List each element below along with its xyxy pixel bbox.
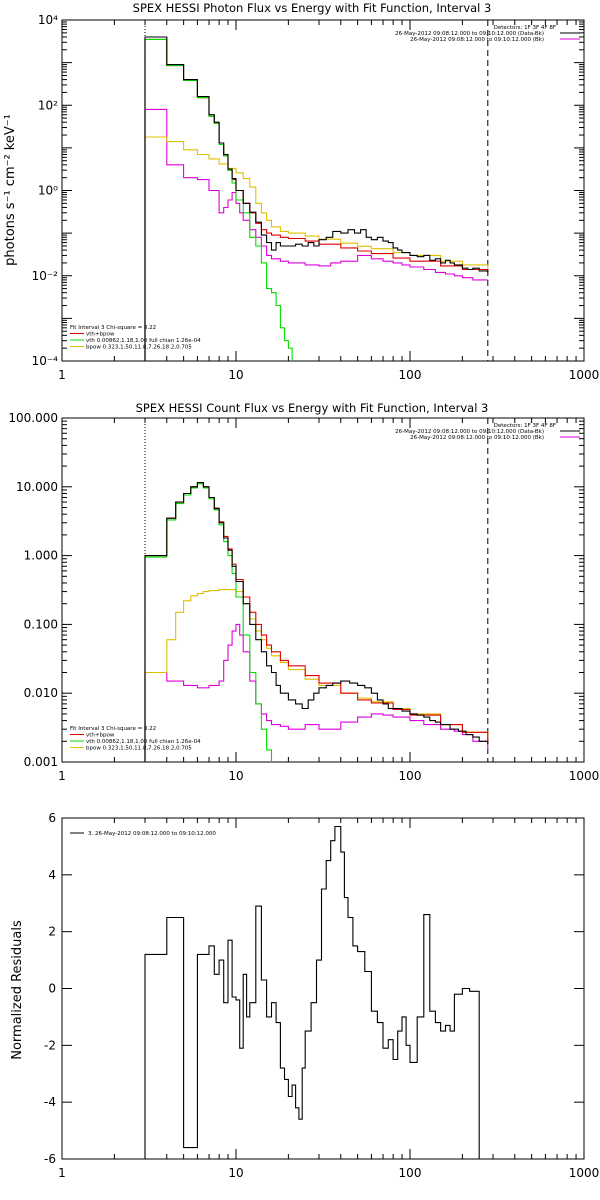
y-tick-label: 10⁻²: [32, 269, 59, 283]
x-tick-label: 1: [58, 769, 66, 783]
y-axis-label: photons s⁻¹ cm⁻² keV⁻¹: [3, 114, 18, 266]
legend-entry: 3. 26-May-2012 09:08:12.000 to 09:10:12.…: [88, 831, 216, 837]
series-data: [144, 825, 488, 1160]
legend-entry: bpow 0.323,1.50,11.8,7.26,18.2,0.705: [86, 746, 192, 752]
legend-bottom: Fit Interval 3 Chi-square = 8.22vth+bpow…: [70, 726, 201, 752]
legend-entry: Fit Interval 3 Chi-square = 8.22: [70, 726, 156, 732]
y-tick-labels: 10⁻⁴ 10⁻² 10⁰ 10² 10⁴: [32, 13, 59, 368]
x-tick-label: 1000: [569, 769, 600, 783]
y-tick-label: 0: [48, 982, 56, 996]
plot-area: [61, 418, 584, 763]
photon-flux-panel: SPEX HESSI Photon Flux vs Energy with Fi…: [3, 1, 599, 382]
plot-area: [61, 817, 584, 1160]
series-bpow: [144, 136, 489, 361]
x-tick-label: 100: [399, 769, 422, 783]
legend-entry: Fit Interval 3 Chi-square = 8.22: [70, 325, 156, 331]
legend-entry: vth+bpow: [86, 332, 115, 338]
x-tick-label: 100: [399, 1166, 422, 1180]
y-tick-label: -2: [44, 1038, 56, 1052]
y-tick-label: 10⁴: [38, 13, 58, 27]
legend-bottom: Fit Interval 3 Chi-square = 8.22vth+bpow…: [70, 325, 201, 351]
residuals-panel: Normalized Residuals -6 -4 -2 0 2 4 6 1 10 100 10…: [10, 811, 599, 1180]
x-tick-label: 10: [228, 1166, 243, 1180]
y-tick-label: 100.000: [8, 411, 58, 425]
y-tick-label: 2: [48, 925, 56, 939]
legend-entry: bpow 0.323,1.50,11.8,7.26,18.2,0.705: [86, 345, 192, 351]
legend-entry: vth+bpow: [86, 733, 115, 739]
y-tick-labels: -6 -4 -2 0 2 4 6: [44, 811, 56, 1166]
y-tick-label: 10⁻⁴: [32, 354, 59, 368]
legend-entry: Detectors: 1F 3F 4F 8F: [494, 423, 556, 429]
x-tick-label: 10: [228, 368, 243, 382]
legend-entry: 26-May-2012 09:08:12.000 to 09:10:12.000…: [395, 429, 544, 435]
y-tick-label: 1.000: [24, 549, 58, 563]
chart-title: SPEX HESSI Count Flux vs Energy with Fit…: [136, 401, 489, 415]
y-axis-label: Normalized Residuals: [10, 920, 25, 1060]
x-tick-label: 1000: [569, 1166, 600, 1180]
chart-title: SPEX HESSI Photon Flux vs Energy with Fi…: [133, 1, 492, 15]
series-bk: [144, 623, 489, 762]
legend-entry: 26-May-2012 09:08:12.000 to 09:10:12.000…: [410, 435, 544, 441]
legend-entry: vth 0.00862,1.18,1.00 full chian 1.26e-0…: [86, 338, 201, 344]
y-tick-label: 0.100: [24, 617, 58, 631]
plot-area: [61, 20, 584, 362]
series-data: [144, 36, 489, 361]
x-tick-label: 10: [228, 769, 243, 783]
series-total: [144, 482, 489, 762]
x-tick-label: 1000: [569, 368, 600, 382]
series-data: [144, 482, 489, 762]
series-vth: [144, 483, 273, 762]
series-vth: [144, 38, 293, 361]
x-tick-label: 1: [58, 368, 66, 382]
plot-frame: [61, 19, 585, 362]
plot-frame: [61, 817, 585, 1160]
x-tick-labels: 1 10 100 1000: [58, 368, 599, 382]
legend-entry: Detectors: 1F 3F 4F 8F: [494, 25, 556, 31]
legend-entry: vth 0.00862,1.18,1.00 full chian 1.26e-0…: [86, 739, 201, 745]
count-flux-panel: SPEX HESSI Count Flux vs Energy with Fit…: [8, 401, 599, 783]
x-tick-label: 100: [399, 368, 422, 382]
y-tick-label: 10²: [38, 98, 58, 112]
x-tick-labels: 1 10 100 1000: [58, 1166, 599, 1180]
legend-top: 3. 26-May-2012 09:08:12.000 to 09:10:12.…: [70, 831, 216, 837]
y-tick-label: -6: [44, 1152, 56, 1166]
y-tick-labels: 0.001 0.010 0.100 1.000 10.000 100.000: [8, 411, 58, 769]
y-tick-label: -4: [44, 1095, 56, 1109]
y-tick-label: 0.001: [24, 755, 58, 769]
series-bk: [144, 108, 488, 361]
y-tick-label: 0.010: [24, 686, 58, 700]
y-tick-label: 10.000: [16, 480, 58, 494]
y-tick-label: 10⁰: [38, 184, 58, 198]
plot-frame: [61, 417, 585, 763]
legend-entry: 26-May-2012 09:08:12.000 to 09:10:12.000…: [395, 31, 544, 37]
x-tick-label: 1: [58, 1166, 66, 1180]
x-tick-labels: 1 10 100 1000: [58, 769, 599, 783]
series-total: [144, 38, 489, 361]
y-tick-label: 6: [48, 811, 56, 825]
legend-entry: 26-May-2012 09:08:12.000 to 09:10:12.000…: [410, 37, 544, 43]
y-tick-label: 4: [48, 868, 56, 882]
